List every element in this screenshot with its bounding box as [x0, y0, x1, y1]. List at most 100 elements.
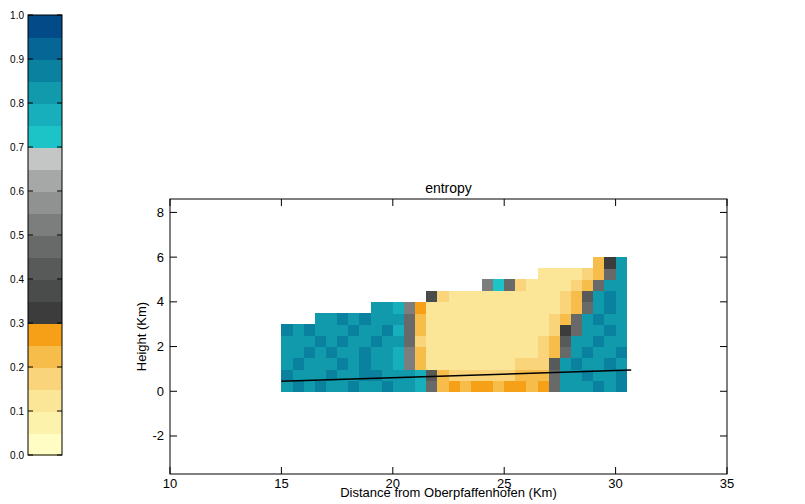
heat-cell	[315, 335, 327, 347]
heat-cell	[616, 257, 628, 269]
heat-cell	[293, 347, 305, 359]
heat-cell	[326, 313, 338, 325]
y-tick-label: 6	[157, 250, 164, 265]
heat-cell	[616, 347, 628, 359]
heat-cell	[471, 380, 483, 392]
heat-cell	[616, 380, 628, 392]
y-tick-right	[720, 435, 727, 436]
colorbar-swatch	[28, 37, 62, 60]
heat-cell	[437, 347, 449, 359]
colorbar-swatch	[28, 257, 62, 280]
heat-cell	[504, 291, 516, 303]
heat-cell	[593, 358, 605, 370]
heat-cell	[582, 380, 594, 392]
heat-cell	[515, 358, 527, 370]
y-tick-label: -2	[152, 428, 164, 443]
heat-cell	[571, 335, 583, 347]
heat-cell	[404, 335, 416, 347]
heat-cell	[593, 302, 605, 314]
heat-cell	[393, 335, 405, 347]
y-tick	[170, 346, 177, 347]
colorbar-label: 0.0	[10, 450, 24, 461]
heat-cell	[526, 291, 538, 303]
heat-cell	[493, 335, 505, 347]
colorbar-swatch	[28, 59, 62, 82]
heat-cell	[493, 313, 505, 325]
heat-cell	[471, 302, 483, 314]
heat-cell	[348, 313, 360, 325]
x-tick-label: 35	[720, 476, 734, 491]
heat-cell	[449, 347, 461, 359]
heat-cell	[371, 380, 383, 392]
heat-cell	[526, 335, 538, 347]
heat-cell	[504, 335, 516, 347]
heat-cell	[604, 268, 616, 280]
heat-cell	[404, 347, 416, 359]
colorbar-tick	[28, 147, 33, 148]
heat-cell	[593, 380, 605, 392]
heat-cell	[560, 268, 572, 280]
colorbar-swatch	[28, 213, 62, 236]
heat-cell	[437, 313, 449, 325]
x-tick-top	[392, 199, 393, 206]
heat-cell	[426, 302, 438, 314]
heat-cell	[415, 335, 427, 347]
heat-cell	[437, 358, 449, 370]
heat-cell	[304, 380, 316, 392]
heat-cell	[337, 324, 349, 336]
heat-cell	[526, 313, 538, 325]
heat-cell	[415, 358, 427, 370]
y-tick-label: 0	[157, 384, 164, 399]
heat-cell	[382, 313, 394, 325]
heat-cell	[560, 313, 572, 325]
heat-cell	[393, 324, 405, 336]
heat-cell	[449, 291, 461, 303]
heat-cell	[616, 302, 628, 314]
heat-cell	[515, 324, 527, 336]
heat-cell	[293, 335, 305, 347]
heat-cell	[504, 347, 516, 359]
heat-cell	[515, 302, 527, 314]
heat-cell	[616, 324, 628, 336]
heat-cell	[604, 335, 616, 347]
heat-cell	[526, 358, 538, 370]
colorbar-frame	[28, 15, 62, 455]
y-tick	[170, 301, 177, 302]
x-tick	[615, 467, 616, 474]
y-tick-right	[720, 212, 727, 213]
colorbar-tick	[57, 147, 62, 148]
heat-cell	[504, 324, 516, 336]
colorbar-label: 1.0	[10, 10, 24, 21]
heat-cell	[449, 324, 461, 336]
heat-cell	[582, 335, 594, 347]
heat-cell	[315, 313, 327, 325]
colorbar-tick	[28, 59, 33, 60]
colorbar-swatch	[28, 323, 62, 346]
y-axis-title: Height (Km)	[134, 302, 149, 371]
heat-cell	[604, 380, 616, 392]
heat-cell	[560, 369, 572, 381]
heat-cell	[404, 324, 416, 336]
heat-cell	[604, 302, 616, 314]
heat-cell	[604, 257, 616, 269]
plot-marks	[281, 257, 631, 392]
heat-cell	[359, 335, 371, 347]
heat-cell	[304, 358, 316, 370]
heat-cell	[404, 369, 416, 381]
heat-cell	[538, 324, 550, 336]
heat-cell	[315, 380, 327, 392]
heat-cell	[426, 347, 438, 359]
heat-cell	[415, 369, 427, 381]
y-tick	[170, 212, 177, 213]
heat-cell	[471, 347, 483, 359]
heat-cell	[515, 279, 527, 291]
heat-cell	[437, 324, 449, 336]
heat-cell	[538, 347, 550, 359]
heat-cell	[337, 335, 349, 347]
heat-cell	[482, 279, 494, 291]
heat-cell	[426, 313, 438, 325]
y-tick-right	[720, 346, 727, 347]
heat-cell	[382, 358, 394, 370]
heat-cell	[515, 313, 527, 325]
heat-cell	[560, 335, 572, 347]
